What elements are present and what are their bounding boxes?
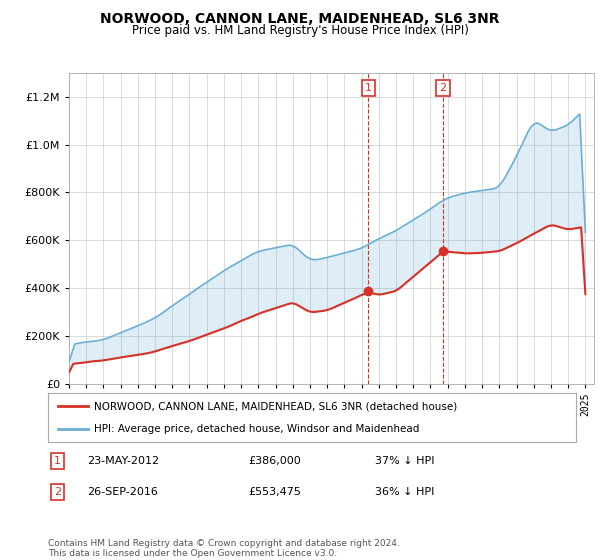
- Text: 23-MAY-2012: 23-MAY-2012: [88, 456, 160, 466]
- Text: £553,475: £553,475: [248, 487, 302, 497]
- Text: 1: 1: [54, 456, 61, 466]
- Text: 26-SEP-2016: 26-SEP-2016: [88, 487, 158, 497]
- Text: 1: 1: [365, 83, 371, 94]
- Text: Price paid vs. HM Land Registry's House Price Index (HPI): Price paid vs. HM Land Registry's House …: [131, 24, 469, 37]
- Text: NORWOOD, CANNON LANE, MAIDENHEAD, SL6 3NR: NORWOOD, CANNON LANE, MAIDENHEAD, SL6 3N…: [100, 12, 500, 26]
- Text: HPI: Average price, detached house, Windsor and Maidenhead: HPI: Average price, detached house, Wind…: [94, 424, 420, 434]
- Text: 37% ↓ HPI: 37% ↓ HPI: [376, 456, 435, 466]
- Text: 2: 2: [439, 83, 446, 94]
- Text: Contains HM Land Registry data © Crown copyright and database right 2024.
This d: Contains HM Land Registry data © Crown c…: [48, 539, 400, 558]
- Text: 2: 2: [54, 487, 61, 497]
- Text: £386,000: £386,000: [248, 456, 301, 466]
- Text: 36% ↓ HPI: 36% ↓ HPI: [376, 487, 435, 497]
- Text: NORWOOD, CANNON LANE, MAIDENHEAD, SL6 3NR (detached house): NORWOOD, CANNON LANE, MAIDENHEAD, SL6 3N…: [94, 402, 458, 412]
